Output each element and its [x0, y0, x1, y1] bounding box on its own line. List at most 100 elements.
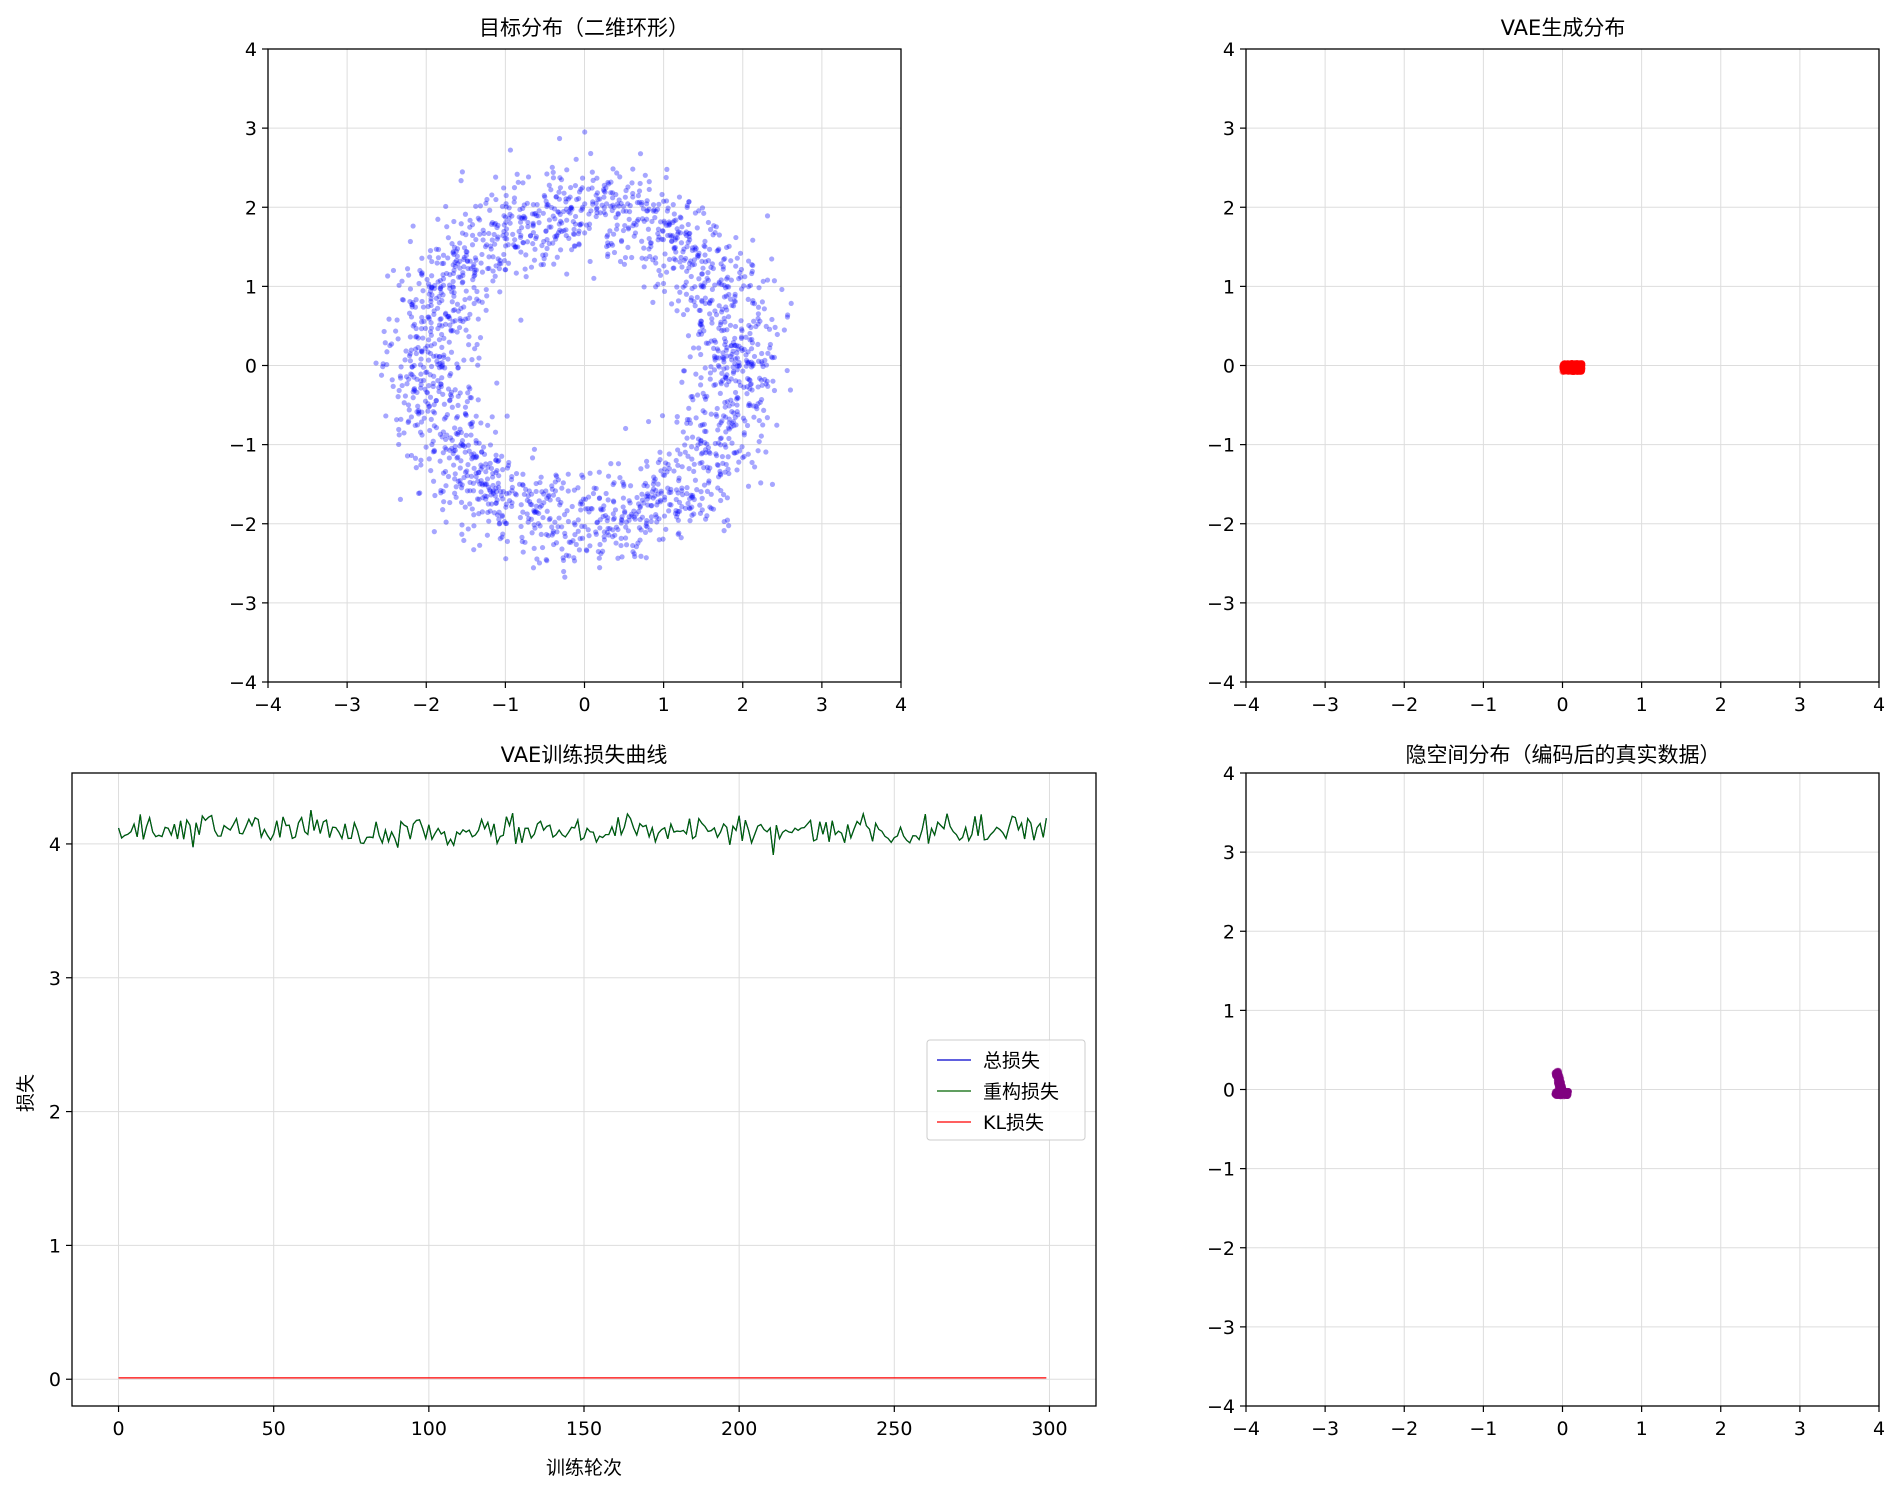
scatter-point — [683, 291, 690, 297]
scatter-point — [732, 361, 738, 367]
scatter-point — [759, 382, 765, 388]
scatter-point — [763, 362, 770, 368]
y-tick-label: 4 — [1223, 39, 1235, 61]
scatter-point — [677, 230, 684, 236]
scatter-point — [745, 451, 751, 457]
scatter-point — [463, 249, 469, 255]
scatter-point — [646, 186, 652, 193]
scatter-point — [650, 481, 657, 487]
scatter-point — [597, 525, 603, 531]
scatter-point — [444, 314, 450, 320]
scatter-point — [521, 216, 528, 222]
scatter-point — [461, 256, 467, 262]
scatter-point — [715, 362, 722, 369]
scatter-point — [674, 284, 680, 290]
scatter-point — [700, 265, 706, 271]
y-tick-label: 3 — [1223, 118, 1235, 140]
scatter-point — [408, 452, 415, 459]
scatter-point — [741, 453, 747, 460]
scatter-point — [504, 236, 510, 242]
scatter-point — [666, 489, 672, 496]
scatter-point — [578, 507, 584, 513]
scatter-point — [502, 214, 509, 220]
scatter-point — [460, 279, 466, 285]
scatter-point — [428, 343, 434, 349]
scatter-point — [689, 512, 695, 518]
scatter-point — [737, 382, 744, 389]
scatter-point — [556, 196, 562, 202]
scatter-point — [741, 346, 747, 352]
scatter-point — [629, 180, 635, 186]
scatter-point — [749, 336, 755, 343]
scatter-point — [756, 285, 762, 291]
scatter-point — [734, 350, 740, 356]
scatter-point — [732, 389, 739, 396]
latent-space-panel: 隐空间分布（编码后的真实数据） −4 −3 −2 −1 0 1 2 3 4−4−3−2−1012… — [1207, 743, 1885, 1440]
x-tick-label: 4 — [1873, 694, 1885, 716]
scatter-point — [483, 461, 489, 467]
scatter-point — [523, 274, 529, 280]
scatter-point — [390, 383, 396, 389]
scatter-point — [644, 483, 650, 489]
scatter-point — [423, 444, 429, 450]
scatter-point — [435, 361, 441, 368]
y-tick-label: −2 — [229, 514, 257, 536]
scatter-point — [721, 356, 727, 362]
scatter-point — [668, 502, 674, 508]
scatter-point — [383, 413, 389, 419]
scatter-point — [490, 482, 496, 489]
scatter-point — [696, 307, 702, 313]
scatter-point — [457, 443, 463, 449]
scatter-point — [720, 460, 726, 466]
scatter-point — [715, 462, 721, 468]
scatter-point — [706, 246, 713, 252]
scatter-point — [447, 435, 454, 441]
scatter-point — [443, 436, 449, 443]
scatter-point — [620, 227, 627, 234]
scatter-point — [418, 371, 424, 377]
scatter-point — [684, 268, 690, 274]
scatter-point — [498, 493, 504, 499]
scatter-point — [730, 348, 736, 354]
scatter-point — [496, 457, 502, 464]
scatter-point — [630, 542, 636, 549]
scatter-point — [467, 386, 473, 392]
scatter-point — [456, 274, 462, 280]
scatter-point — [467, 394, 473, 401]
scatter-point — [564, 217, 570, 223]
scatter-point — [435, 216, 441, 222]
scatter-point — [713, 453, 720, 459]
scatter-point — [610, 202, 616, 208]
scatter-point — [748, 346, 755, 352]
scatter-point — [660, 280, 667, 287]
scatter-point — [472, 346, 478, 352]
scatter-point — [696, 345, 702, 351]
scatter-point — [465, 315, 471, 322]
scatter-point — [406, 418, 412, 424]
scatter-point — [702, 280, 708, 286]
scatter-point — [496, 516, 502, 522]
scatter-point — [426, 314, 432, 320]
scatter-point — [708, 505, 714, 511]
scatter-point — [454, 455, 460, 461]
x-tick-label: 250 — [876, 1418, 912, 1440]
scatter-point — [726, 435, 732, 442]
scatter-point — [490, 489, 496, 495]
scatter-point — [563, 196, 569, 202]
scatter-point — [671, 256, 677, 262]
scatter-point — [451, 267, 457, 273]
scatter-point — [479, 482, 486, 488]
scatter-point — [728, 353, 734, 359]
scatter-point — [720, 264, 726, 270]
scatter-point — [552, 216, 558, 222]
scatter-point — [486, 518, 492, 524]
scatter-point — [503, 520, 509, 526]
scatter-point — [422, 386, 428, 392]
scatter-point — [538, 474, 544, 480]
scatter-point — [687, 420, 694, 426]
scatter-point — [704, 513, 710, 519]
scatter-point — [478, 489, 484, 495]
scatter-point — [715, 440, 722, 446]
scatter-point — [722, 256, 728, 262]
scatter-point — [468, 473, 475, 479]
